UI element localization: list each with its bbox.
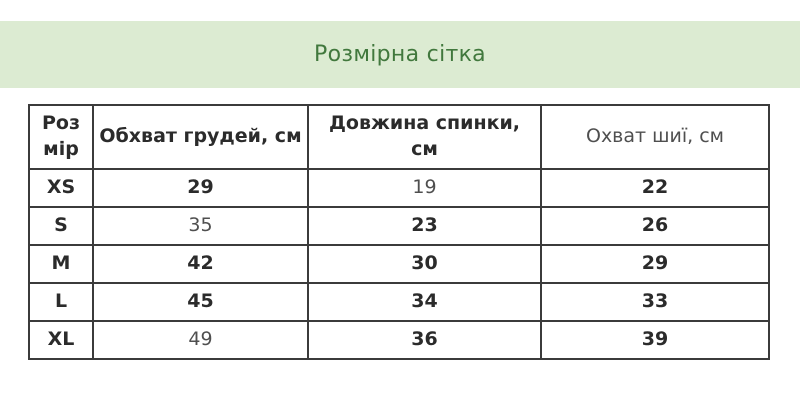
cell-back-length: 34 [307,282,542,322]
cell-chest: 49 [92,320,309,360]
cell-size: S [28,206,94,246]
cell-neck: 33 [540,282,770,322]
cell-back-length: 36 [307,320,542,360]
cell-size: L [28,282,94,322]
cell-size: M [28,244,94,284]
table-row-l: L 45 34 33 [28,282,770,322]
size-grid-banner: Розмірна сітка [0,21,800,88]
cell-back-length: 23 [307,206,542,246]
table-row-xs: XS 29 19 22 [28,168,770,208]
cell-chest: 29 [92,168,309,208]
section-title: Розмірна сітка [314,42,486,67]
column-header-chest: Обхват грудей, см [92,104,309,170]
table-body: XS 29 19 22 S 35 23 26 M 42 30 29 L 45 3… [28,168,770,360]
size-chart-table: Роз мір Обхват грудей, см Довжина спинки… [28,104,770,360]
table-row-m: M 42 30 29 [28,244,770,284]
cell-neck: 22 [540,168,770,208]
column-header-back-length: Довжина спинки, см [307,104,542,170]
cell-size: XS [28,168,94,208]
header-row: Роз мір Обхват грудей, см Довжина спинки… [28,104,770,170]
cell-neck: 26 [540,206,770,246]
table-row-xl: XL 49 36 39 [28,320,770,360]
table-header: Роз мір Обхват грудей, см Довжина спинки… [28,104,770,170]
cell-back-length: 30 [307,244,542,284]
cell-chest: 45 [92,282,309,322]
cell-back-length: 19 [307,168,542,208]
cell-neck: 29 [540,244,770,284]
column-header-neck: Охват шиї, см [540,104,770,170]
table-row-s: S 35 23 26 [28,206,770,246]
cell-size: XL [28,320,94,360]
cell-chest: 35 [92,206,309,246]
column-header-size: Роз мір [28,104,94,170]
cell-neck: 39 [540,320,770,360]
cell-chest: 42 [92,244,309,284]
